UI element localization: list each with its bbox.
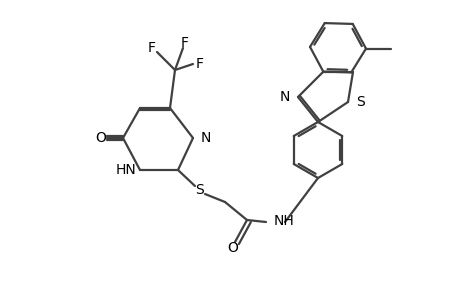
Text: S: S [195,183,204,197]
Text: HN: HN [115,163,136,177]
Text: N: N [201,131,211,145]
Text: F: F [148,41,156,55]
Text: F: F [196,57,203,71]
Text: O: O [95,131,106,145]
Text: NH: NH [274,214,294,228]
Text: F: F [180,36,189,50]
Text: S: S [355,95,364,109]
Text: O: O [227,241,238,255]
Text: N: N [279,90,289,104]
